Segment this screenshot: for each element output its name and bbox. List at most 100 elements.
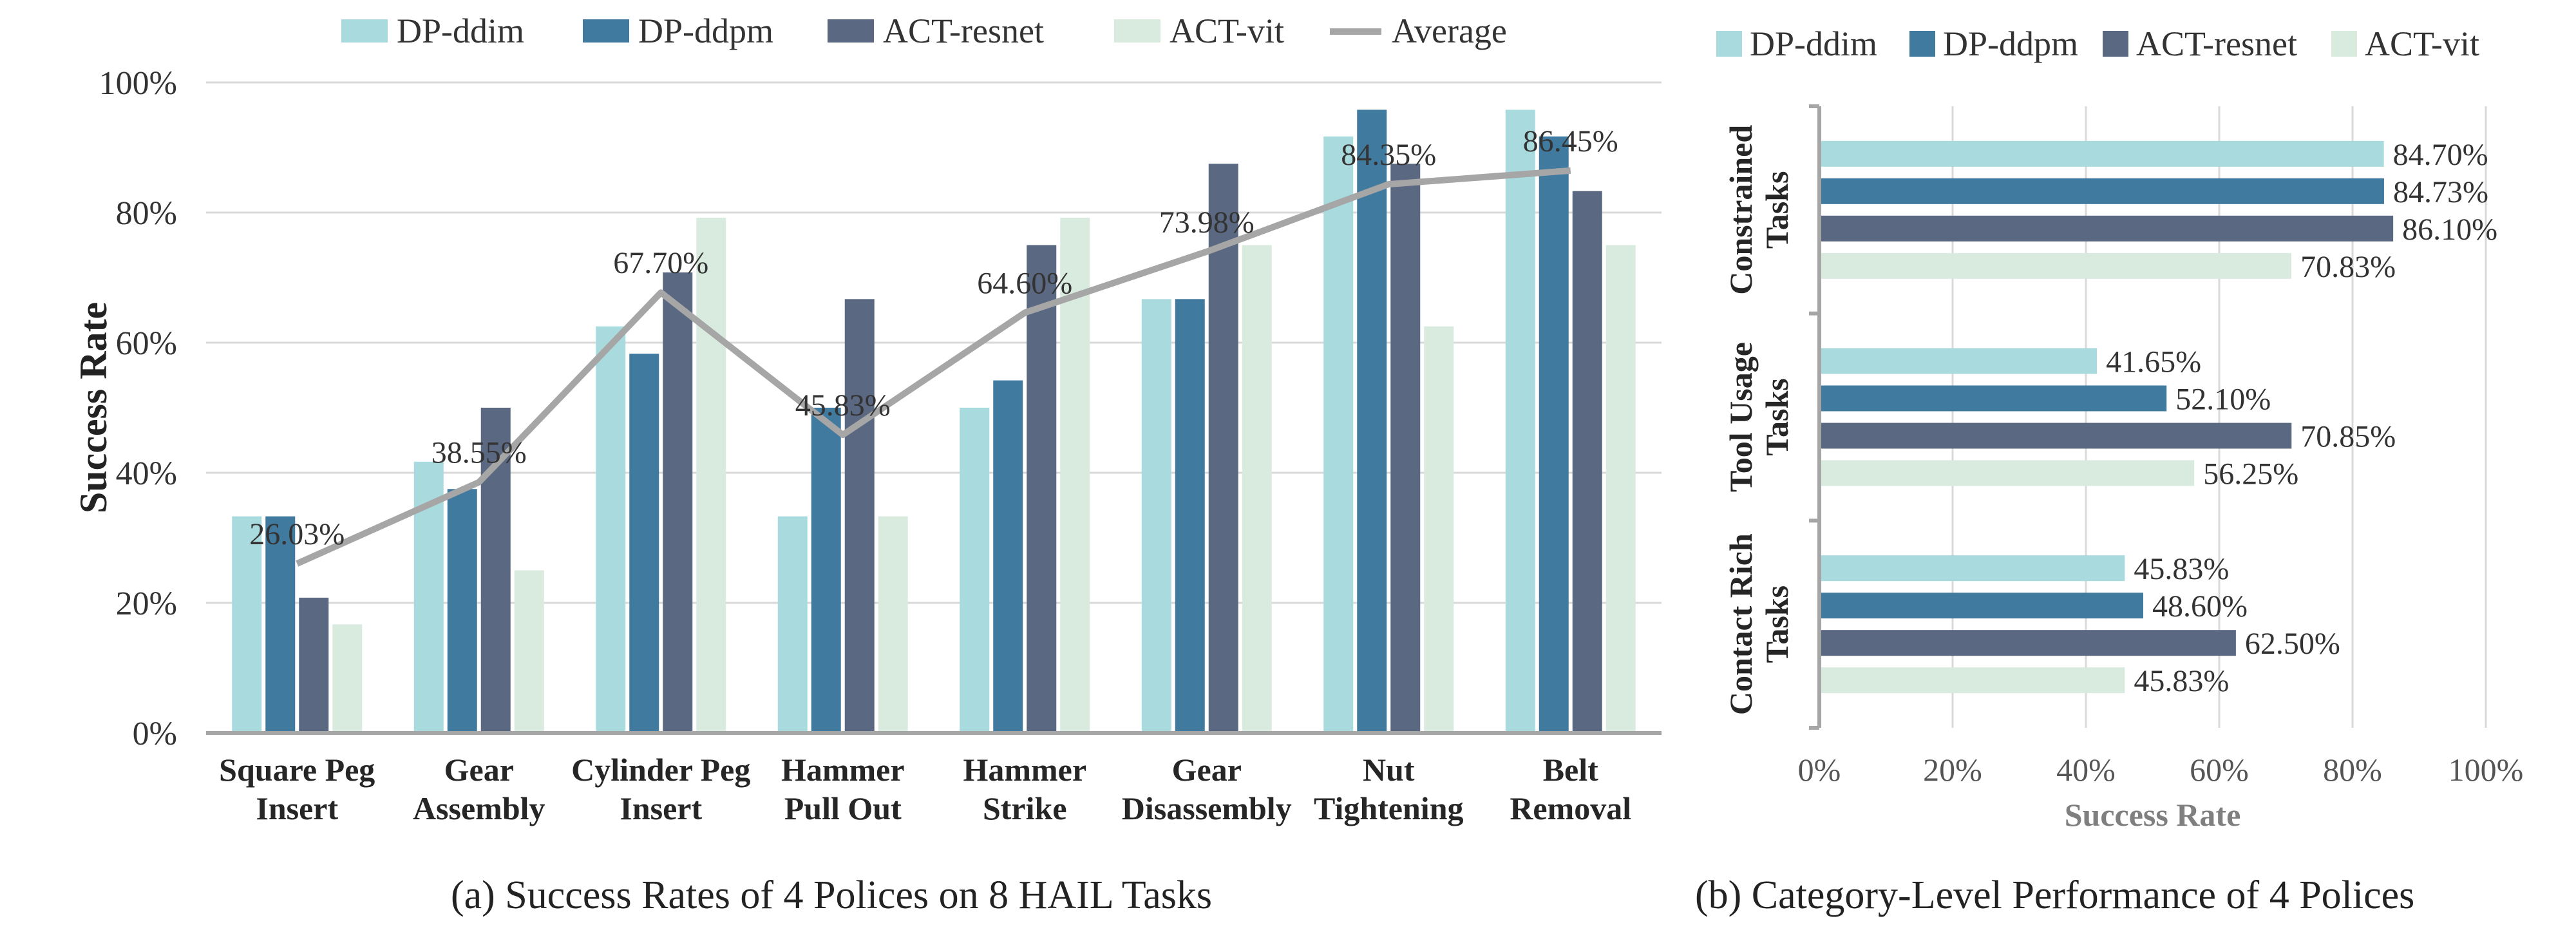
bar-value-label: 86.10%: [2402, 213, 2497, 247]
bar-dp-ddpm: [1539, 136, 1569, 733]
category-label: Nut Tightening: [1314, 752, 1464, 826]
legend-swatch: [341, 19, 388, 43]
bar-value-label: 48.60%: [2152, 589, 2248, 623]
bar-value-label: 41.65%: [2106, 345, 2201, 379]
category-label: ConstrainedTasks: [1723, 125, 1795, 295]
chart-category-performance: 0% 20% 40% 60% 80% 100% Success Rate 84.70%84.7…: [1716, 24, 2524, 833]
category-label: Gear Assembly: [413, 752, 545, 826]
category-label: Contact RichTasks: [1723, 533, 1795, 715]
x-tick-label: 60%: [2190, 752, 2249, 788]
bar-act-vit: [514, 570, 544, 733]
average-value-label: 64.60%: [977, 267, 1072, 301]
bar-dp-ddpm: [447, 489, 477, 733]
average-value-label: 73.98%: [1159, 205, 1255, 240]
bar-act-vit: [696, 218, 726, 734]
bar-act-vit: [1821, 667, 2125, 694]
bar-dp-ddpm: [629, 354, 659, 733]
bar-value-label: 70.83%: [2300, 250, 2396, 284]
bar-dp-ddim: [960, 408, 990, 733]
bar-dp-ddpm: [993, 380, 1023, 733]
category-label: Cylinder Peg Insert: [571, 752, 750, 826]
legend-label: ACT-resnet: [883, 12, 1044, 50]
legend-label: ACT-resnet: [2136, 24, 2297, 63]
y-tick-label: 100%: [99, 65, 177, 102]
bar-value-label: 52.10%: [2175, 383, 2271, 417]
legend-swatch: [828, 19, 874, 43]
bar-value-label: 62.50%: [2245, 627, 2340, 661]
bar-dp-ddim: [1821, 140, 2384, 167]
bar-act-vit: [332, 624, 363, 733]
bar-value-label: 84.73%: [2393, 175, 2488, 209]
bar-dp-ddim: [1821, 555, 2125, 582]
bar-value-label: 56.25%: [2203, 457, 2298, 491]
y-tick-label: 0%: [133, 716, 177, 752]
bar-dp-ddim: [1505, 109, 1535, 734]
bar-act-resnet: [1027, 245, 1057, 733]
category-label: Square Peg Insert: [219, 752, 375, 826]
legend-label: DP-ddpm: [1943, 24, 2078, 63]
bar-dp-ddim: [777, 516, 808, 733]
legend-label: DP-ddim: [1750, 24, 1877, 63]
average-value-label: 38.55%: [431, 436, 527, 470]
category-label: Hammer Pull Out: [781, 752, 905, 826]
bar-dp-ddpm: [1821, 178, 2384, 204]
bar-dp-ddim: [596, 326, 626, 733]
average-value-label: 45.83%: [795, 388, 891, 423]
bar-dp-ddim: [1141, 299, 1171, 734]
x-tick-label: 80%: [2323, 752, 2382, 788]
x-tick-label: 20%: [1923, 752, 1982, 788]
bar-dp-ddpm: [265, 516, 296, 733]
bar-value-label: 84.70%: [2393, 138, 2488, 172]
legend-swatch: [2331, 31, 2357, 57]
legend-label: DP-ddim: [397, 12, 524, 50]
bar-act-vit: [1821, 460, 2195, 486]
bar-value-label: 45.83%: [2134, 664, 2229, 698]
bar-value-label: 45.83%: [2134, 552, 2229, 586]
bar-dp-ddpm: [1357, 109, 1387, 734]
caption-panel-b: (b) Category-Level Performance of 4 Poli…: [1695, 873, 2415, 917]
bar-act-vit: [1060, 218, 1090, 734]
bar-dp-ddpm: [811, 408, 841, 733]
bar-act-resnet: [1821, 630, 2236, 656]
bar-act-resnet: [844, 299, 875, 734]
caption-panel-a: (a) Success Rates of 4 Polices on 8 HAIL…: [451, 873, 1213, 917]
bar-dp-ddim: [1821, 348, 2098, 374]
bar-act-resnet: [663, 272, 693, 733]
average-line: [296, 167, 1571, 567]
legend-swatch: [1909, 31, 1935, 57]
legend-swatch: [1716, 31, 1742, 57]
y-axis-label: Success Rate: [72, 302, 115, 513]
x-tick-label: 0%: [1798, 752, 1841, 788]
x-tick-label: 40%: [2056, 752, 2116, 788]
category-label: Tool UsageTasks: [1723, 342, 1795, 492]
bar-dp-ddpm: [1175, 299, 1205, 734]
bar-act-resnet: [299, 597, 329, 733]
bar-dp-ddpm: [1821, 593, 2144, 619]
y-tick-label: 60%: [116, 325, 177, 362]
legend-label: ACT-vit: [2365, 24, 2479, 63]
bar-act-vit: [1821, 252, 2292, 279]
average-value-label: 86.45%: [1523, 124, 1618, 158]
bar-act-resnet: [1208, 164, 1238, 733]
bar-dp-ddim: [232, 516, 262, 733]
bar-act-vit: [1605, 245, 1636, 733]
legend-swatch: [1114, 19, 1160, 43]
category-label: Belt Removal: [1510, 752, 1631, 826]
bar-act-resnet: [1390, 164, 1421, 733]
x-axis-label: Success Rate: [2065, 797, 2241, 833]
bar-act-vit: [1424, 326, 1454, 733]
bar-act-vit: [1242, 245, 1272, 733]
bar-value-label: 70.85%: [2300, 420, 2396, 454]
y-tick-label: 40%: [116, 455, 177, 492]
legend-swatch: [583, 19, 629, 43]
bar-act-resnet: [1821, 215, 2394, 242]
bar-act-resnet: [1821, 423, 2292, 449]
average-value-label: 67.70%: [613, 246, 708, 280]
bar-dp-ddim: [1323, 136, 1354, 733]
legend-label: Average: [1392, 12, 1507, 50]
category-label: Gear Disassembly: [1122, 752, 1292, 826]
legend-swatch: [2103, 31, 2128, 57]
legend-label: DP-ddpm: [638, 12, 773, 50]
x-tick-label: 100%: [2448, 752, 2524, 788]
